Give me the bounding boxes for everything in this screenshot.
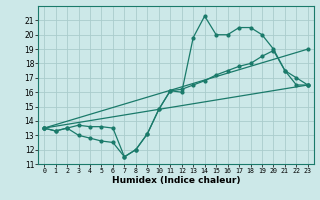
X-axis label: Humidex (Indice chaleur): Humidex (Indice chaleur) [112, 176, 240, 185]
